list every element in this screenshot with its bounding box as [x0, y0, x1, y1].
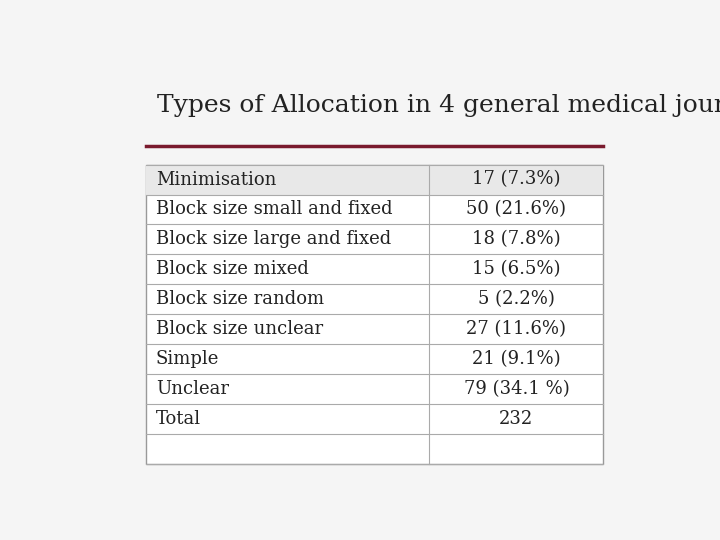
- Text: 232: 232: [499, 410, 534, 428]
- Text: Simple: Simple: [156, 350, 219, 368]
- Text: Block size large and fixed: Block size large and fixed: [156, 231, 391, 248]
- Text: Block size small and fixed: Block size small and fixed: [156, 200, 392, 219]
- Text: Minimisation: Minimisation: [156, 171, 276, 188]
- Text: Types of Allocation in 4 general medical journals: Types of Allocation in 4 general medical…: [157, 94, 720, 117]
- Text: Total: Total: [156, 410, 201, 428]
- Text: 50 (21.6%): 50 (21.6%): [467, 200, 567, 219]
- Text: 21 (9.1%): 21 (9.1%): [472, 350, 561, 368]
- Bar: [145, 165, 603, 194]
- Text: 15 (6.5%): 15 (6.5%): [472, 260, 561, 279]
- Text: Block size unclear: Block size unclear: [156, 320, 323, 338]
- Text: Block size mixed: Block size mixed: [156, 260, 309, 279]
- Bar: [145, 165, 603, 464]
- Text: Block size random: Block size random: [156, 291, 324, 308]
- Text: 27 (11.6%): 27 (11.6%): [467, 320, 567, 338]
- Text: Unclear: Unclear: [156, 380, 229, 398]
- Text: 18 (7.8%): 18 (7.8%): [472, 231, 561, 248]
- Text: 79 (34.1 %): 79 (34.1 %): [464, 380, 570, 398]
- Text: 17 (7.3%): 17 (7.3%): [472, 171, 561, 188]
- Text: 5 (2.2%): 5 (2.2%): [478, 291, 555, 308]
